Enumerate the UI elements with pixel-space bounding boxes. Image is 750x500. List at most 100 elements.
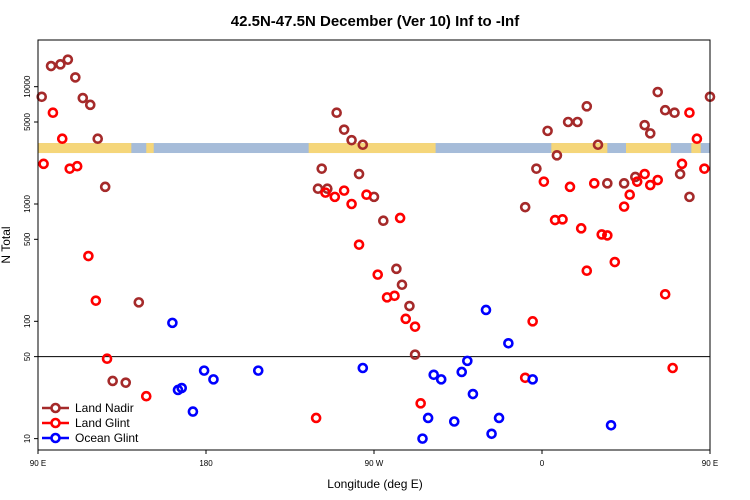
- data-point: [588, 178, 600, 189]
- data-point: [527, 316, 538, 327]
- data-point: [519, 201, 531, 213]
- data-point: [107, 375, 118, 387]
- data-point: [404, 300, 415, 312]
- data-point: [659, 104, 671, 116]
- y-tick-label: 5000: [23, 113, 32, 131]
- data-point: [435, 374, 447, 385]
- y-tick-label: 50: [23, 352, 32, 361]
- data-point: [396, 279, 408, 291]
- y-tick-label: 100: [23, 314, 32, 328]
- legend-marker: [50, 432, 61, 444]
- data-point: [602, 178, 613, 189]
- series-land-glint: [38, 107, 710, 424]
- x-axis-label: Longitude (deg E): [327, 477, 422, 491]
- data-points: [36, 54, 716, 444]
- data-point: [592, 139, 604, 151]
- chart-title: 42.5N-47.5N December (Ver 10) Inf to -In…: [231, 13, 520, 30]
- x-tick-label: 90 W: [365, 459, 384, 468]
- data-point: [652, 174, 664, 186]
- data-point: [448, 416, 460, 427]
- plot-area: [37, 39, 711, 451]
- legend-label: Land Glint: [75, 416, 130, 430]
- data-point: [581, 101, 593, 112]
- data-point: [357, 362, 369, 374]
- y-tick-label: 500: [23, 232, 32, 246]
- land-segment: [691, 143, 701, 154]
- land-mask-strip: [38, 143, 710, 154]
- data-point: [176, 382, 188, 394]
- data-point: [575, 223, 587, 234]
- data-point: [346, 134, 357, 146]
- data-point: [167, 317, 178, 329]
- legend-item: Ocean Glint: [42, 431, 139, 445]
- data-point: [691, 133, 703, 145]
- data-point: [676, 158, 688, 170]
- land-segment: [626, 143, 671, 154]
- land-segment: [38, 143, 132, 154]
- data-point: [644, 128, 656, 139]
- data-point: [329, 191, 341, 203]
- data-point: [631, 176, 643, 187]
- data-point: [667, 362, 678, 374]
- data-point: [140, 390, 152, 402]
- data-point: [353, 168, 365, 180]
- y-axis-label: N Total: [0, 226, 13, 263]
- data-point: [70, 72, 81, 83]
- data-point: [409, 321, 421, 332]
- data-point: [252, 365, 264, 376]
- data-point: [71, 160, 83, 172]
- data-point: [101, 353, 113, 365]
- y-tick-label: 1000: [23, 195, 32, 213]
- data-point: [428, 369, 440, 381]
- data-point: [602, 230, 613, 241]
- data-point: [120, 377, 132, 388]
- x-tick-label: 90 E: [30, 459, 46, 468]
- data-point: [389, 290, 400, 302]
- land-segment: [146, 143, 154, 154]
- data-point: [391, 263, 402, 275]
- data-point: [639, 168, 650, 180]
- data-point: [394, 212, 406, 224]
- legend-item: Land Glint: [42, 416, 130, 430]
- data-point: [639, 119, 650, 131]
- data-point: [618, 201, 630, 212]
- data-point: [486, 428, 497, 440]
- data-point: [527, 374, 538, 385]
- data-point: [372, 269, 384, 280]
- data-point: [47, 107, 59, 119]
- data-point: [99, 181, 111, 193]
- legend-marker: [50, 417, 61, 429]
- data-point: [45, 60, 57, 72]
- data-point: [77, 92, 89, 104]
- data-point: [557, 214, 568, 225]
- data-point: [596, 229, 608, 240]
- data-point: [669, 107, 680, 119]
- data-point: [564, 181, 576, 193]
- data-point: [198, 365, 210, 376]
- data-point: [353, 239, 365, 250]
- x-tick-label: 90 E: [702, 459, 718, 468]
- y-tick-label: 10000: [23, 75, 32, 98]
- data-point: [562, 116, 574, 128]
- data-point: [338, 124, 350, 135]
- data-point: [310, 412, 322, 424]
- data-point: [378, 215, 389, 227]
- data-point: [38, 158, 49, 170]
- data-point: [480, 304, 492, 316]
- data-point: [538, 176, 550, 187]
- data-point: [493, 412, 505, 424]
- data-point: [609, 256, 621, 268]
- data-point: [331, 107, 342, 119]
- y-axis: 10 50 100 500 1000 5000 10000: [23, 75, 38, 443]
- legend-label: Ocean Glint: [75, 431, 139, 445]
- data-point: [320, 187, 331, 198]
- data-point: [36, 91, 48, 103]
- data-point: [346, 198, 357, 210]
- data-point: [684, 191, 695, 203]
- data-point: [422, 412, 434, 424]
- data-point: [316, 163, 328, 174]
- data-point: [400, 313, 412, 325]
- land-segment: [308, 143, 436, 154]
- land-segment: [551, 143, 608, 154]
- data-point: [338, 185, 350, 196]
